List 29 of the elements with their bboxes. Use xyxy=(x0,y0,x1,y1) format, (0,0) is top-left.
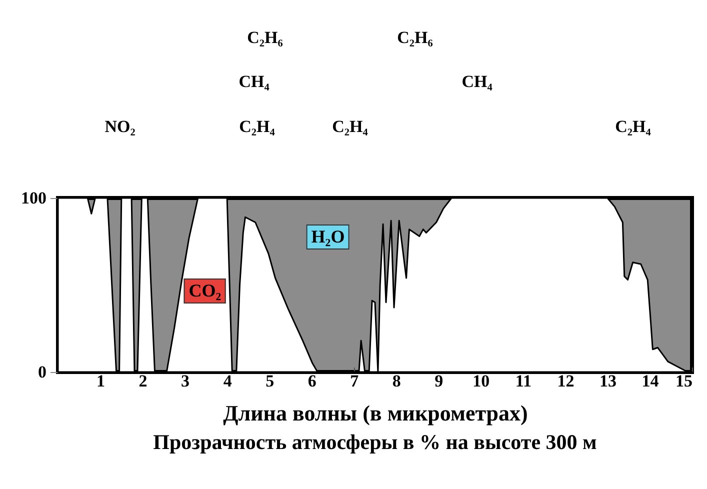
x-tick-label: 2 xyxy=(138,372,148,390)
x-tick-label: 15 xyxy=(676,372,692,390)
x-tick-label: 10 xyxy=(472,372,490,390)
text: C₂H₄ xyxy=(332,117,368,137)
text: C₂H₆ xyxy=(247,28,283,48)
annotation: CO₂ xyxy=(184,278,226,304)
x-tick-label: 14 xyxy=(642,372,660,390)
text: CH₄ xyxy=(462,72,492,92)
text: C₂H₄ xyxy=(239,117,275,137)
y-tick-label: 0 xyxy=(38,362,46,382)
x-tick-label: 5 xyxy=(266,372,274,390)
text: C₂H₄ xyxy=(615,117,651,137)
annotation: H₂O xyxy=(306,224,350,250)
x-tick-label: 13 xyxy=(599,372,616,390)
x-tick-label: 8 xyxy=(392,372,401,390)
text: CH₄ xyxy=(238,72,270,92)
text: C₂H₆ xyxy=(397,28,433,48)
x-tick-label: 11 xyxy=(515,372,532,390)
x-tick-label: 6 xyxy=(308,372,316,390)
x-tick-label: 12 xyxy=(557,372,574,390)
text: Прозрачность атмосферы в % на высоте 300 м xyxy=(153,430,597,454)
x-tick-label: 7 xyxy=(350,372,360,390)
text: NO₂ xyxy=(104,117,136,137)
x-tick-label: 3 xyxy=(181,372,190,390)
y-tick-label: 100 xyxy=(21,188,46,208)
x-axis-title: Длина волны (в микрометрах) xyxy=(223,400,528,426)
x-tick-label: 9 xyxy=(434,372,444,390)
x-tick-label: 4 xyxy=(223,372,232,390)
x-tick-label: 1 xyxy=(96,372,106,390)
